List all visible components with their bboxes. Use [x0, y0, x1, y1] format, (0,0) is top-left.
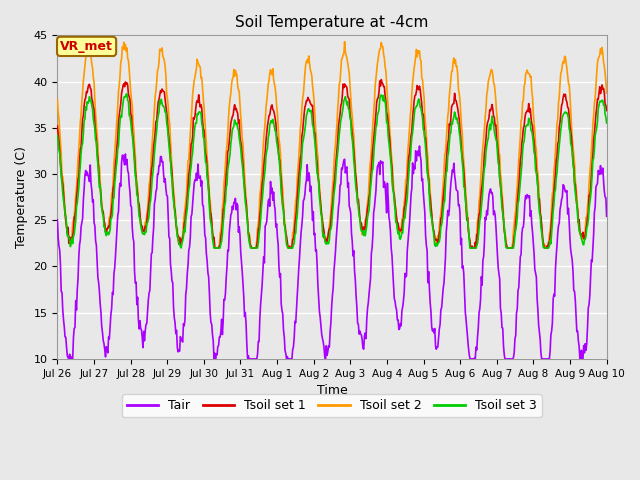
Y-axis label: Temperature (C): Temperature (C) [15, 146, 28, 248]
Legend: Tair, Tsoil set 1, Tsoil set 2, Tsoil set 3: Tair, Tsoil set 1, Tsoil set 2, Tsoil se… [122, 395, 542, 418]
Text: VR_met: VR_met [60, 40, 113, 53]
Title: Soil Temperature at -4cm: Soil Temperature at -4cm [236, 15, 429, 30]
X-axis label: Time: Time [317, 384, 348, 397]
